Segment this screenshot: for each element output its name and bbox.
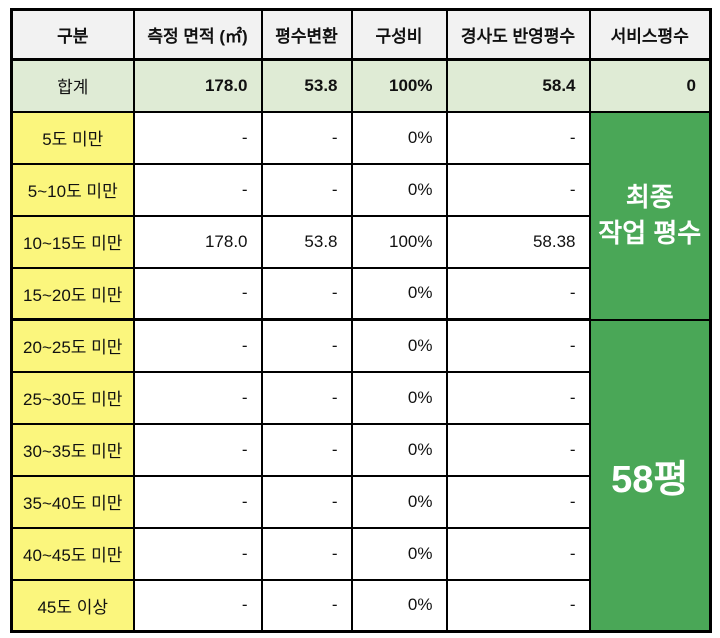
- row-label: 30~35도 미만: [10, 422, 135, 477]
- header-slope-adjusted-area: 경사도 반영평수: [445, 8, 591, 61]
- measured-area-cell: -: [132, 318, 263, 373]
- slope-adjusted-cell: -: [445, 318, 591, 373]
- pyeong-cell: -: [260, 370, 353, 425]
- ratio-cell: 0%: [350, 578, 448, 633]
- row-label: 35~40도 미만: [10, 474, 135, 529]
- slope-adjusted-cell: -: [445, 162, 591, 217]
- total-slope-adjusted-cell: 58.4: [445, 58, 591, 113]
- measured-area-cell: -: [132, 266, 263, 321]
- measured-area-cell: 178.0: [132, 214, 263, 269]
- row-label: 25~30도 미만: [10, 370, 135, 425]
- header-pyeong-conversion: 평수변환: [260, 8, 353, 61]
- total-label-cell: 합계: [10, 58, 135, 113]
- row-label: 45도 이상: [10, 578, 135, 633]
- row-slope-under-5deg: 5도 미만 - - 0% - 최종 작업 평수: [10, 110, 712, 321]
- pyeong-cell: -: [260, 474, 353, 529]
- ratio-cell: 0%: [350, 422, 448, 477]
- header-row: 구분 측정 면적 (㎡) 평수변환 구성비 경사도 반영평수 서비스평수: [10, 8, 712, 61]
- row-slope-20-25deg: 20~25도 미만 - - 0% - 58평: [10, 318, 712, 633]
- header-composition-ratio: 구성비: [350, 8, 448, 61]
- row-label: 5~10도 미만: [10, 162, 135, 217]
- total-measured-area-cell: 178.0: [132, 58, 263, 113]
- measured-area-cell: -: [132, 526, 263, 581]
- final-work-area-line1: 최종: [625, 182, 674, 213]
- row-label: 20~25도 미만: [10, 318, 135, 373]
- measured-area-cell: -: [132, 370, 263, 425]
- measured-area-cell: -: [132, 474, 263, 529]
- measured-area-cell: -: [132, 578, 263, 633]
- row-slope-35-40deg: 35~40도 미만 - - 0% -: [10, 474, 711, 529]
- final-work-area-cell: 최종 작업 평수: [588, 110, 712, 321]
- slope-adjusted-cell: -: [445, 266, 591, 321]
- pyeong-cell: -: [260, 526, 353, 581]
- row-slope-15-20deg: 15~20도 미만 - - 0% -: [10, 266, 711, 321]
- measured-area-cell: -: [132, 110, 263, 165]
- row-label: 40~45도 미만: [10, 526, 135, 581]
- row-slope-over-45deg: 45도 이상 - - 0% -: [10, 578, 711, 633]
- slope-area-table: 구분 측정 면적 (㎡) 평수변환 구성비 경사도 반영평수 서비스평수 합계 …: [10, 8, 712, 633]
- total-pyeong-cell: 53.8: [260, 58, 353, 113]
- ratio-cell: 0%: [350, 526, 448, 581]
- pyeong-cell: -: [260, 422, 353, 477]
- slope-adjusted-cell: -: [445, 370, 591, 425]
- row-slope-10-15deg: 10~15도 미만 178.0 53.8 100% 58.38: [10, 214, 711, 269]
- ratio-cell: 0%: [350, 370, 448, 425]
- slope-adjusted-cell: -: [445, 578, 591, 633]
- total-service-area-cell: 0: [588, 58, 712, 113]
- ratio-cell: 0%: [350, 318, 448, 373]
- slope-adjusted-cell: -: [445, 474, 591, 529]
- pyeong-cell: -: [260, 110, 353, 165]
- measured-area-cell: -: [132, 422, 263, 477]
- row-slope-5-10deg: 5~10도 미만 - - 0% -: [10, 162, 711, 217]
- pyeong-cell: -: [260, 266, 353, 321]
- pyeong-cell: -: [260, 318, 353, 373]
- header-measured-area: 측정 면적 (㎡): [132, 8, 263, 61]
- row-slope-30-35deg: 30~35도 미만 - - 0% -: [10, 422, 711, 477]
- total-row: 합계 178.0 53.8 100% 58.4 0: [10, 58, 712, 113]
- slope-adjusted-cell: -: [445, 422, 591, 477]
- row-slope-25-30deg: 25~30도 미만 - - 0% -: [10, 370, 711, 425]
- slope-adjusted-cell: 58.38: [445, 214, 591, 269]
- row-label: 5도 미만: [10, 110, 135, 165]
- slope-adjusted-cell: -: [445, 526, 591, 581]
- result-pyeong-cell: 58평: [588, 318, 712, 633]
- ratio-cell: 0%: [350, 266, 448, 321]
- row-label: 15~20도 미만: [10, 266, 135, 321]
- slope-adjusted-cell: -: [445, 110, 591, 165]
- ratio-cell: 0%: [350, 162, 448, 217]
- ratio-cell: 0%: [350, 474, 448, 529]
- header-category: 구분: [10, 8, 135, 61]
- row-label: 10~15도 미만: [10, 214, 135, 269]
- pyeong-cell: -: [260, 578, 353, 633]
- total-ratio-cell: 100%: [350, 58, 448, 113]
- pyeong-cell: -: [260, 162, 353, 217]
- row-slope-40-45deg: 40~45도 미만 - - 0% -: [10, 526, 711, 581]
- final-work-area-line2: 작업 평수: [598, 217, 702, 248]
- ratio-cell: 100%: [350, 214, 448, 269]
- pyeong-cell: 53.8: [260, 214, 353, 269]
- measured-area-cell: -: [132, 162, 263, 217]
- header-service-area: 서비스평수: [588, 8, 712, 61]
- ratio-cell: 0%: [350, 110, 448, 165]
